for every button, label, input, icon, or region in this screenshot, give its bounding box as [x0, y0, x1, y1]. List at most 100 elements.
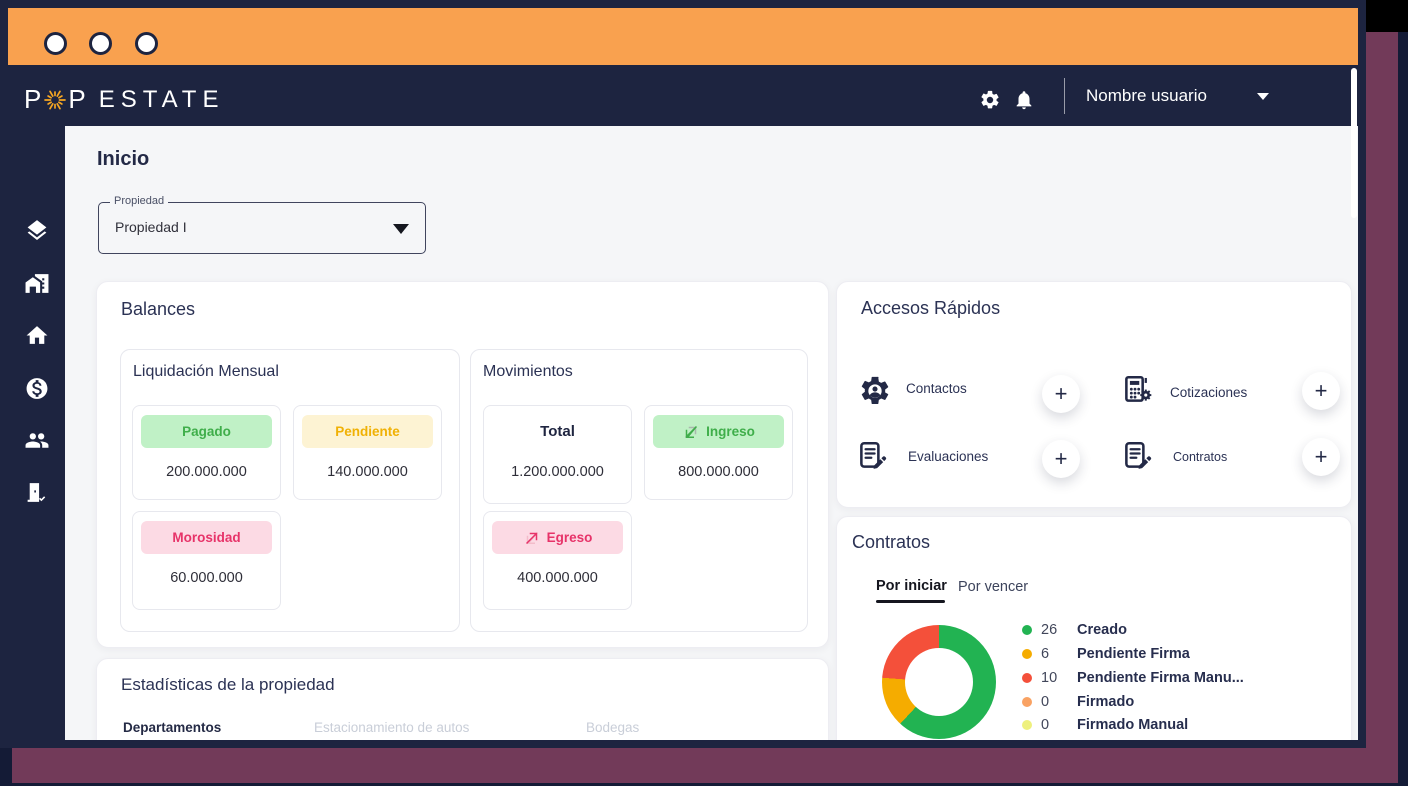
legend-item: 0 Firmado [1022, 692, 1134, 712]
document-edit-icon [855, 439, 889, 473]
egreso-label: Egreso [546, 530, 593, 545]
app-header: P P [8, 65, 1358, 126]
balance-tile-egreso: Egreso 400.000.000 [483, 511, 632, 610]
logo-text: ESTATE [98, 85, 225, 113]
balance-tile-ingreso: Ingreso 800.000.000 [644, 405, 793, 500]
building-home-icon[interactable] [24, 271, 49, 296]
ingreso-label: Ingreso [706, 424, 755, 439]
arrow-up-right-icon [523, 529, 541, 547]
balances-card: Balances Liquidación Mensual Pagado 200.… [96, 281, 829, 648]
window-dot-2[interactable] [89, 32, 112, 55]
document-edit-icon [1120, 439, 1154, 473]
quick-access-title: Accesos Rápidos [861, 298, 1001, 318]
legend-dot-pendiente-firma-manual [1022, 673, 1032, 683]
add-cotizaciones-button[interactable]: + [1302, 372, 1340, 410]
pagado-value: 200.000.000 [166, 464, 247, 480]
movimientos-subcard: Movimientos Total 1.200.000.000 Ingreso [470, 349, 808, 632]
quick-access-card: Accesos Rápidos Contactos + Cotizaciones… [836, 281, 1352, 508]
page-title: Inicio [97, 148, 150, 170]
gear-person-icon [858, 374, 892, 408]
property-select-label: Propiedad [110, 195, 169, 207]
window-dot-1[interactable] [44, 32, 67, 55]
browser-titlebar [8, 8, 1358, 65]
property-select[interactable]: Propiedad Propiedad I [98, 195, 426, 254]
pagado-badge: Pagado [141, 415, 272, 448]
add-contactos-button[interactable]: + [1042, 375, 1080, 413]
app-window: P P [8, 8, 1358, 740]
balance-tile-morosidad: Morosidad 60.000.000 [132, 511, 281, 610]
page-scrollbar[interactable] [1351, 68, 1357, 218]
layers-icon[interactable] [24, 218, 49, 243]
door-check-icon[interactable] [24, 480, 49, 505]
tab-bodegas[interactable]: Bodegas [586, 720, 640, 735]
pendiente-value: 140.000.000 [327, 464, 408, 480]
tab-por-iniciar[interactable]: Por iniciar [876, 578, 947, 594]
main-content: Inicio Propiedad Propiedad I Balances Li… [65, 126, 1358, 740]
contracts-donut [882, 625, 996, 739]
legend-label: Firmado Manual [1077, 717, 1189, 733]
people-icon[interactable] [24, 428, 49, 453]
legend-count: 6 [1041, 646, 1050, 662]
ingreso-value: 800.000.000 [678, 464, 759, 480]
legend-item: 26 Creado [1022, 620, 1127, 640]
legend-dot-pendiente-firma [1022, 649, 1032, 659]
legend-dot-firmado-manual [1022, 720, 1032, 730]
balances-title: Balances [121, 299, 196, 319]
legend-label: Pendiente Firma [1077, 646, 1190, 662]
legend-count: 26 [1041, 622, 1058, 638]
quick-access-label-contratos[interactable]: Contratos [1173, 450, 1228, 464]
legend-item: 6 Pendiente Firma [1022, 644, 1190, 664]
liquidacion-subcard: Liquidación Mensual Pagado 200.000.000 P… [120, 349, 460, 632]
total-value: 1.200.000.000 [511, 464, 604, 480]
user-menu[interactable]: Nombre usuario [1086, 86, 1207, 105]
tab-estacionamiento[interactable]: Estacionamiento de autos [314, 720, 470, 735]
legend-label: Firmado [1077, 694, 1135, 710]
plus-icon: + [1314, 444, 1328, 469]
balance-tile-pendiente: Pendiente 140.000.000 [293, 405, 442, 500]
tab-por-vencer[interactable]: Por vencer [958, 579, 1029, 595]
plus-icon: + [1054, 446, 1068, 471]
legend-count: 0 [1041, 694, 1050, 710]
money-icon[interactable] [24, 376, 49, 401]
calculator-gear-icon [1120, 373, 1154, 407]
window-dot-3[interactable] [135, 32, 158, 55]
add-contratos-button[interactable]: + [1302, 438, 1340, 476]
add-evaluaciones-button[interactable]: + [1042, 440, 1080, 478]
tab-departamentos[interactable]: Departamentos [123, 720, 222, 735]
quick-access-label-contactos[interactable]: Contactos [906, 381, 967, 396]
select-caret-icon [393, 224, 409, 234]
movimientos-title: Movimientos [483, 363, 573, 380]
stats-title: Estadísticas de la propiedad [121, 675, 335, 694]
tab-por-iniciar-underline [876, 600, 945, 603]
stats-card: Estadísticas de la propiedad Departament… [96, 658, 829, 740]
sidebar [8, 126, 65, 740]
balance-tile-total: Total 1.200.000.000 [483, 405, 632, 504]
home-icon[interactable] [24, 323, 49, 348]
starburst-icon [43, 88, 67, 112]
donut-hole [905, 648, 973, 716]
logo: P P [24, 84, 224, 115]
header-divider [1064, 78, 1065, 114]
legend-dot-firmado [1022, 697, 1032, 707]
morosidad-badge: Morosidad [141, 521, 272, 554]
legend-count: 10 [1041, 670, 1058, 686]
legend-label: Creado [1077, 622, 1127, 638]
legend-item: 0 Firmado Manual [1022, 715, 1188, 735]
quick-access-label-cotizaciones[interactable]: Cotizaciones [1170, 385, 1248, 400]
pendiente-badge: Pendiente [302, 415, 433, 448]
chevron-down-icon[interactable] [1257, 93, 1269, 100]
logo-letter: P [68, 84, 87, 114]
plus-icon: + [1054, 381, 1068, 406]
bell-icon[interactable] [1013, 89, 1035, 111]
balance-tile-pagado: Pagado 200.000.000 [132, 405, 281, 500]
legend-count: 0 [1041, 717, 1050, 733]
legend-dot-creado [1022, 625, 1032, 635]
morosidad-value: 60.000.000 [170, 570, 243, 586]
egreso-badge: Egreso [492, 521, 623, 554]
quick-access-label-evaluaciones[interactable]: Evaluaciones [908, 449, 989, 464]
arrow-down-left-icon [682, 423, 700, 441]
gear-icon[interactable] [979, 89, 1001, 111]
plus-icon: + [1314, 378, 1328, 403]
background-corner [1366, 0, 1408, 32]
